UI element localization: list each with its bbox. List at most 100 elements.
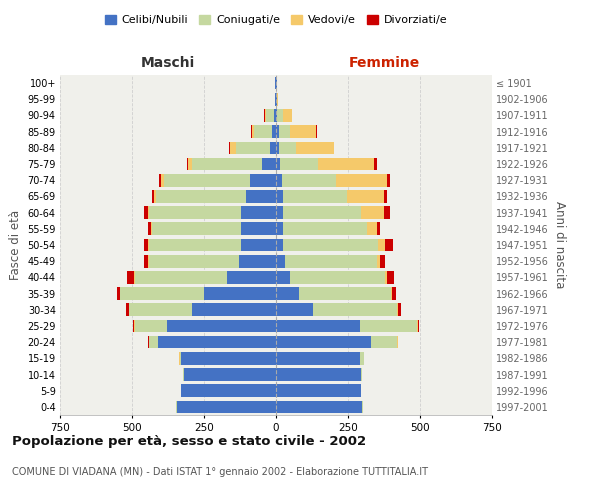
Bar [188,158,193,170]
Bar [384,206,390,219]
Bar [290,126,316,138]
Text: Popolazione per età, sesso e stato civile - 2002: Popolazione per età, sesso e stato civil… [12,435,366,448]
Bar [148,238,149,252]
Bar [276,206,283,219]
Bar [251,126,254,138]
Bar [181,384,276,397]
Bar [361,368,362,381]
Bar [361,206,384,219]
Bar [316,126,317,138]
Bar [276,336,371,348]
Bar [121,288,204,300]
Bar [148,222,151,235]
Bar [144,255,148,268]
Bar [276,288,299,300]
Bar [276,190,283,202]
Bar [125,304,128,316]
Bar [276,255,284,268]
Bar [241,238,276,252]
Bar [290,271,385,283]
Bar [367,222,377,235]
Bar [276,142,279,154]
Bar [313,304,397,316]
Bar [152,222,241,235]
Bar [193,304,276,316]
Bar [117,288,120,300]
Bar [280,158,318,170]
Bar [160,174,161,186]
Bar [149,336,158,348]
Bar [296,142,334,154]
Bar [272,126,276,138]
Bar [277,109,283,122]
Bar [371,336,397,348]
Bar [254,126,272,138]
Bar [135,271,227,283]
Bar [384,190,387,202]
Bar [283,238,378,252]
Bar [149,238,241,252]
Bar [385,238,392,252]
Bar [385,271,387,283]
Bar [270,142,276,154]
Bar [276,320,359,332]
Bar [239,255,276,268]
Bar [276,271,290,283]
Bar [276,158,280,170]
Text: Maschi: Maschi [141,56,195,70]
Bar [151,222,152,235]
Bar [167,320,276,332]
Bar [184,368,276,381]
Bar [276,400,362,413]
Bar [276,222,283,235]
Bar [148,206,149,219]
Bar [148,255,149,268]
Bar [380,255,385,268]
Bar [276,109,277,122]
Y-axis label: Fasce di età: Fasce di età [9,210,22,280]
Bar [347,190,384,202]
Bar [276,304,313,316]
Bar [283,190,347,202]
Text: Femmine: Femmine [349,56,419,70]
Bar [276,384,361,397]
Y-axis label: Anni di nascita: Anni di nascita [553,202,566,288]
Bar [154,190,157,202]
Bar [193,158,262,170]
Bar [149,206,241,219]
Bar [276,174,282,186]
Bar [274,109,276,122]
Bar [299,288,391,300]
Bar [133,320,134,332]
Bar [152,190,154,202]
Bar [143,238,148,252]
Bar [164,174,250,186]
Bar [161,174,164,186]
Bar [377,222,380,235]
Bar [135,320,167,332]
Bar [276,238,283,252]
Bar [241,206,276,219]
Bar [377,255,380,268]
Bar [391,288,392,300]
Bar [246,190,276,202]
Bar [149,255,239,268]
Bar [283,206,361,219]
Bar [397,304,398,316]
Bar [387,271,394,283]
Bar [158,336,276,348]
Bar [204,288,276,300]
Bar [127,271,134,283]
Bar [227,271,276,283]
Bar [283,109,292,122]
Bar [276,126,279,138]
Bar [359,320,417,332]
Bar [337,174,387,186]
Legend: Celibi/Nubili, Coniugati/e, Vedovi/e, Divorziati/e: Celibi/Nubili, Coniugati/e, Vedovi/e, Di… [100,10,452,30]
Bar [279,126,290,138]
Bar [284,255,377,268]
Bar [143,206,148,219]
Bar [359,352,364,364]
Bar [283,222,367,235]
Bar [318,158,374,170]
